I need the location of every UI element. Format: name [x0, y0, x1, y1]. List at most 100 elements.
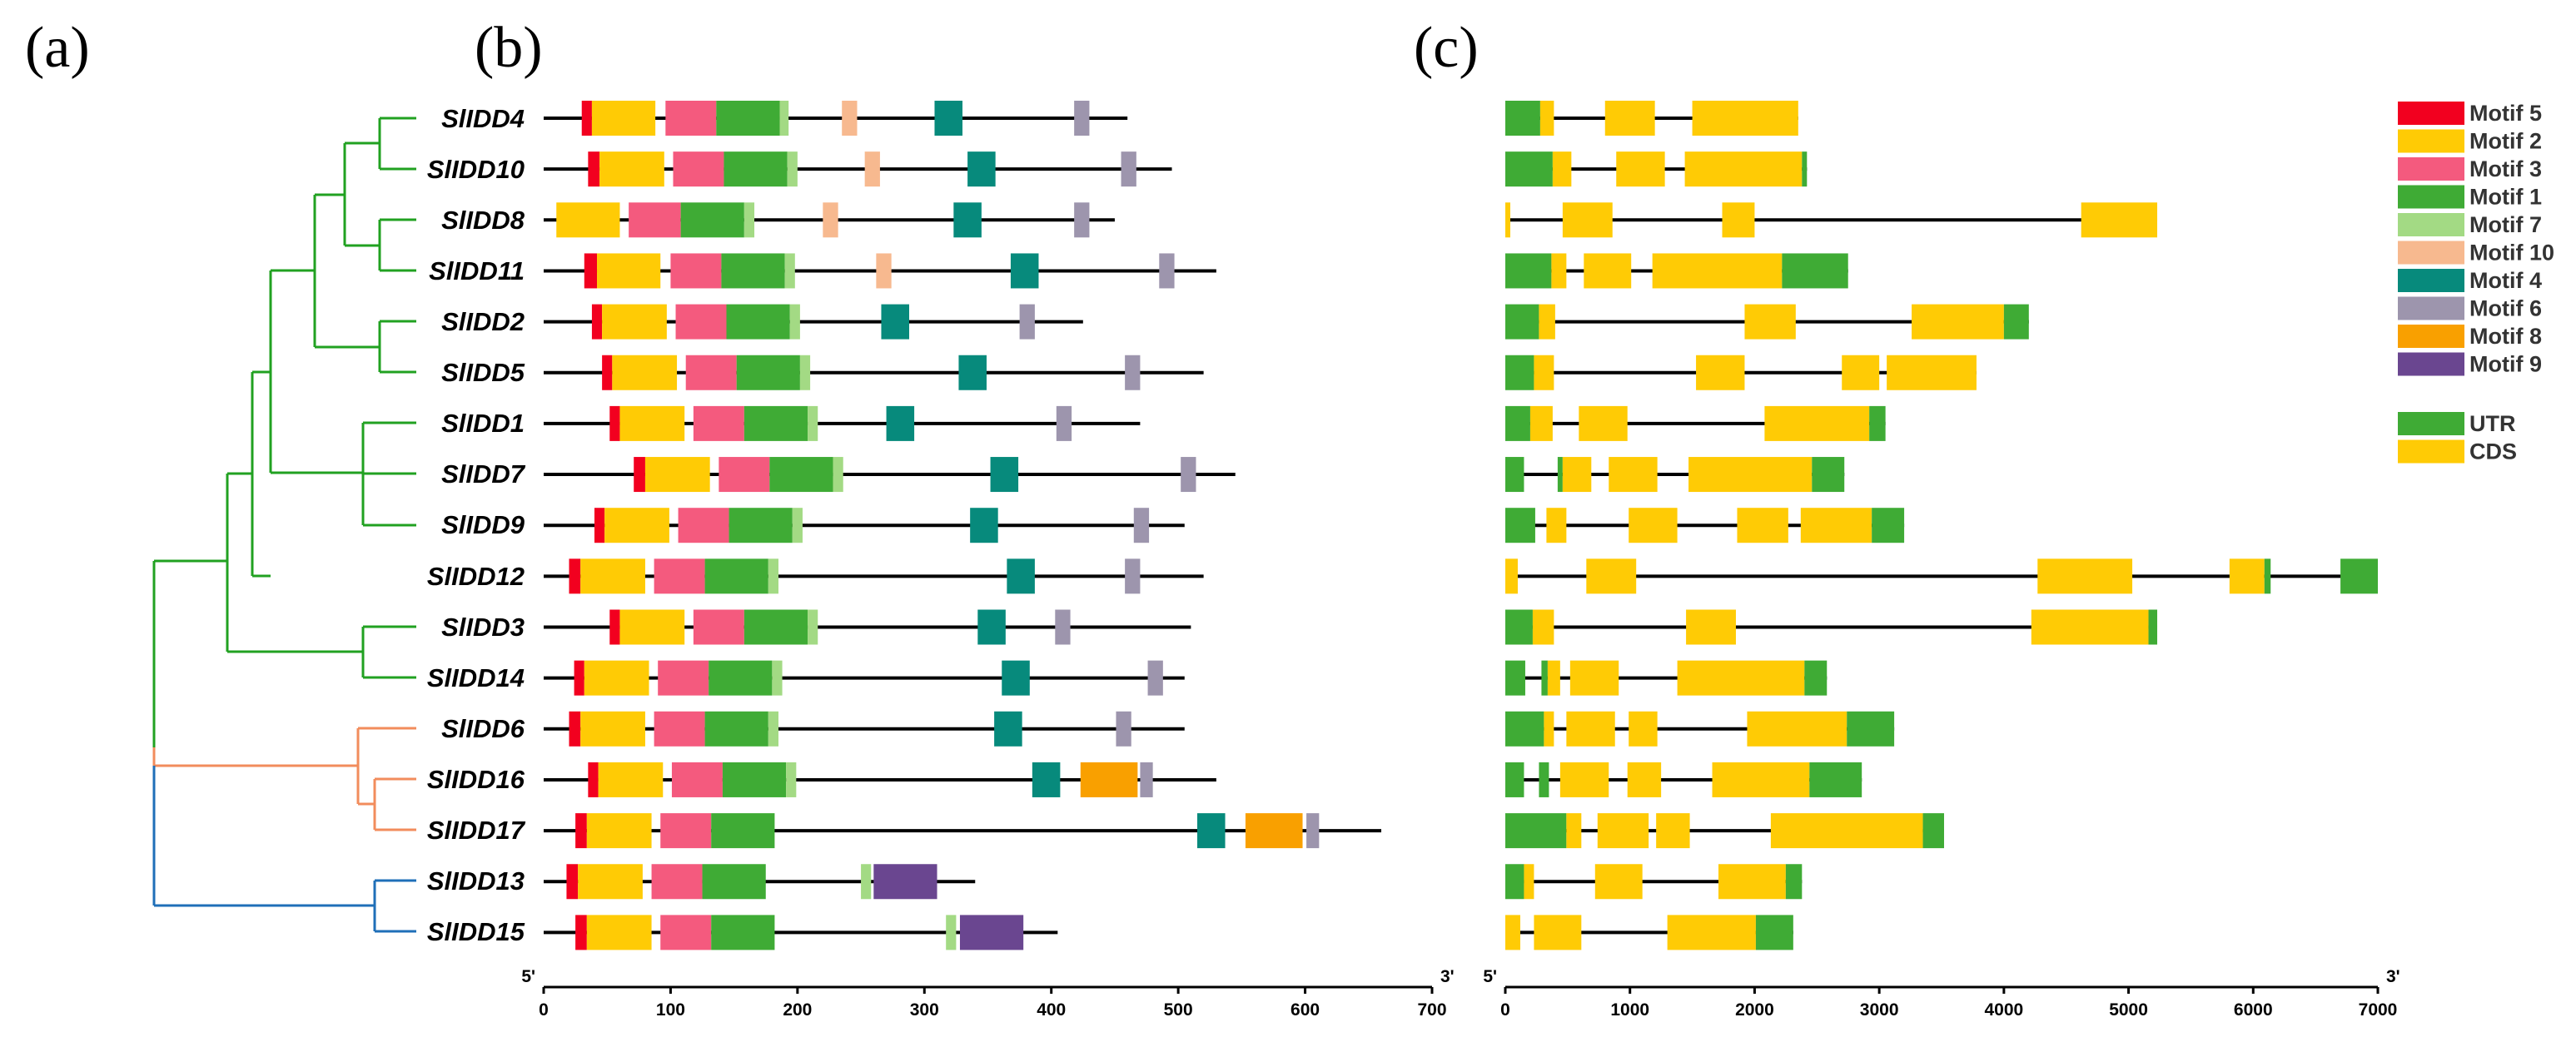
cds-block [1547, 660, 1560, 696]
utr-block [1505, 457, 1524, 493]
cds-block [1529, 405, 1553, 441]
legend-swatch [2398, 213, 2464, 236]
panel-label-c: (c) [1414, 16, 1479, 80]
motif-box-m3 [671, 762, 723, 797]
gene-structure-row [1505, 711, 1895, 747]
motif-box-m7 [833, 457, 843, 493]
gene-structure-row [1505, 355, 1977, 390]
motif-box-m1 [711, 915, 775, 950]
motif-box-m3 [654, 711, 705, 747]
cds-block [1505, 558, 1518, 594]
utr-block [1505, 405, 1530, 441]
utr-block [1557, 457, 1563, 493]
tree-branch [269, 269, 315, 473]
gene-label: SlIDD10 [427, 155, 525, 184]
motif-row [544, 151, 1172, 187]
axis-tick-label: 4000 [1984, 1000, 2023, 1020]
cds-block [1770, 813, 1923, 849]
motif-box-m5 [588, 762, 599, 797]
legend-item: Motif 2 [2398, 129, 2542, 154]
cds-block [1887, 355, 1977, 390]
motif-box-m10 [864, 151, 880, 187]
cds-block [1524, 864, 1534, 900]
motif-box-m3 [675, 304, 727, 340]
tree-branch [378, 218, 416, 272]
utr-block [1505, 864, 1524, 900]
gene-label: SlIDD14 [427, 663, 525, 692]
utr-block [1872, 508, 1905, 543]
motif-box-m5 [602, 355, 613, 390]
utr-block [1869, 405, 1886, 441]
cds-block [1505, 915, 1520, 950]
cds-block [2081, 202, 2158, 238]
phylogenetic-tree: SlIDD4 SlIDD10 SlIDD8 SlIDD11 SlIDD2 SlI… [152, 104, 526, 946]
legend-item: CDS [2398, 439, 2517, 464]
motif-box-m2 [597, 253, 661, 289]
motif-box-m5 [588, 151, 600, 187]
gene-structure-row [1505, 151, 1808, 187]
legend-swatch [2398, 352, 2464, 376]
motif-box-m2 [586, 813, 652, 849]
motif-box-m2 [644, 457, 710, 493]
motif-box-m2 [612, 355, 678, 390]
motif-box-m6 [1125, 355, 1141, 390]
gene-label: SlIDD5 [441, 358, 525, 387]
utr-block [1505, 813, 1567, 849]
axis-tick-label: 1000 [1610, 1000, 1649, 1020]
utr-block [1804, 660, 1828, 696]
motif-box-m9 [873, 864, 937, 900]
motif-box-m7 [799, 355, 811, 390]
motif-box-m3 [660, 813, 712, 849]
legend-label: Motif 1 [2469, 185, 2542, 210]
cds-block [1552, 151, 1572, 187]
cds-block [1566, 813, 1582, 849]
motif-box-m3 [654, 558, 705, 594]
motif-box-m7 [768, 558, 778, 594]
utr-block [1505, 355, 1534, 390]
axis-end-label: 3' [1440, 967, 1455, 986]
motif-box-m6 [1121, 151, 1136, 187]
cds-block [1609, 457, 1658, 493]
motif-box-m2 [619, 405, 685, 441]
motif-box-m6 [1147, 660, 1163, 696]
cds-block [1722, 202, 1755, 238]
axis-tick-label: 6000 [2234, 1000, 2273, 1020]
motif-box-m7 [792, 508, 803, 543]
legend-swatch [2398, 412, 2464, 435]
motif-box-m6 [1056, 405, 1072, 441]
legend-item: Motif 9 [2398, 352, 2542, 377]
motif-box-m1 [722, 762, 787, 797]
tree-branch [152, 747, 358, 767]
motif-box-m2 [586, 915, 652, 950]
structure-legend: UTR CDS [2398, 411, 2517, 464]
axis-start-label: 5' [1483, 967, 1497, 986]
legend-label: Motif 6 [2469, 296, 2542, 321]
motif-box-m4 [886, 405, 915, 441]
gene-label: SlIDD3 [441, 613, 525, 642]
cds-block [1539, 304, 1555, 340]
cds-block [1616, 151, 1665, 187]
motif-box-m4 [958, 355, 987, 390]
cds-block [1737, 508, 1788, 543]
gene-structure-row [1505, 101, 1798, 136]
motif-row [544, 813, 1382, 849]
motif-box-m2 [584, 660, 649, 696]
cds-block [1505, 202, 1510, 238]
cds-block [1539, 101, 1554, 136]
motif-box-m4 [1010, 253, 1039, 289]
motif-box-m7 [768, 711, 778, 747]
cds-block [1532, 609, 1554, 645]
motif-row [544, 457, 1236, 493]
motif-box-m1 [743, 405, 808, 441]
motif-row [544, 609, 1191, 645]
motif-box-m7 [946, 915, 957, 950]
motif-box-m2 [604, 508, 669, 543]
cds-block [2031, 609, 2149, 645]
motif-box-m5 [566, 864, 579, 900]
motif-box-m2 [619, 609, 685, 645]
cds-block [1562, 202, 1613, 238]
legend-item: Motif 3 [2398, 156, 2542, 181]
cds-block [1629, 711, 1658, 747]
legend-swatch [2398, 325, 2464, 348]
